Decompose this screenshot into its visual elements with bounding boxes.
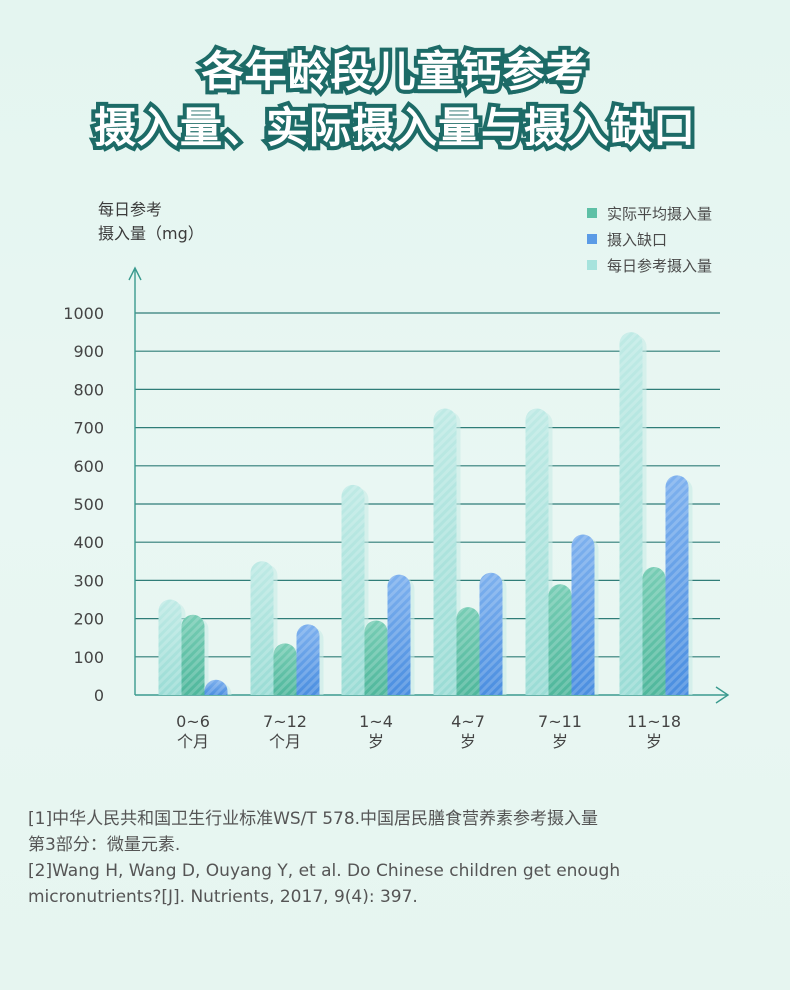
y-tick-label: 900 (73, 342, 104, 361)
y-tick-label: 800 (73, 380, 104, 399)
y-tick-label: 0 (94, 686, 104, 705)
x-tick-label-line1: 1~4 (359, 712, 393, 731)
bar-gap-5-texture (665, 475, 689, 695)
x-axis-arrow (715, 686, 730, 704)
bar-chart: 010020030040050060070080090010000~6个月7~1… (63, 266, 730, 751)
bar-actual-5-texture (642, 567, 666, 695)
legend-swatch-reference (587, 260, 597, 270)
y-axis-label-line2: 摄入量（mg） (98, 224, 204, 243)
bar-actual-2-texture (364, 620, 388, 695)
page-title-line1: 各年龄段儿童钙参考 (197, 43, 591, 100)
legend-label-gap: 摄入缺口 (607, 230, 668, 249)
bar-gap-0-texture (204, 679, 228, 695)
x-tick-label-line1: 4~7 (451, 712, 485, 731)
bar-reference-3-texture (433, 408, 457, 695)
y-tick-label: 400 (73, 533, 104, 552)
y-axis-label-line1: 每日参考 (98, 200, 163, 219)
legend-label-actual: 实际平均摄入量 (607, 204, 713, 223)
bar-actual-3-texture (456, 607, 480, 695)
y-tick-label: 100 (73, 648, 104, 667)
x-tick-label-line2: 岁 (460, 732, 476, 751)
bar-reference-2-texture (341, 484, 365, 695)
bar-gap-4-texture (571, 534, 595, 695)
x-tick-label-line1: 7~11 (538, 712, 582, 731)
bar-reference-4-texture (525, 408, 549, 695)
bar-gap-2-texture (387, 574, 411, 695)
bar-reference-5-texture (619, 332, 643, 695)
chart-legend: 实际平均摄入量 摄入缺口 每日参考摄入量 (585, 200, 712, 278)
y-tick-label: 300 (73, 571, 104, 590)
legend-swatch-gap (587, 234, 597, 244)
bar-actual-0-texture (181, 614, 205, 695)
reference-2-line1: [2]Wang H, Wang D, Ouyang Y, et al. Do C… (28, 861, 621, 881)
reference-2-line2: micronutrients?[J]. Nutrients, 2017, 9(4… (28, 887, 418, 907)
references: [1]中华人民共和国卫生行业标准WS/T 578.中国居民膳食营养素参考摄入量 … (28, 806, 768, 910)
reference-1-line2: 第3部分：微量元素. (28, 835, 181, 855)
bar-gap-1-texture (296, 624, 320, 695)
bar-actual-1-texture (273, 643, 297, 695)
bar-actual-4-texture (548, 584, 572, 695)
bar-reference-1-texture (250, 561, 274, 695)
legend-item-reference: 每日参考摄入量 (585, 252, 712, 278)
x-tick-label-line2: 个月 (177, 732, 209, 751)
y-tick-label: 500 (73, 495, 104, 514)
x-tick-label-line1: 11~18 (627, 712, 681, 731)
bar-gap-3-texture (479, 572, 503, 695)
x-tick-label-line1: 0~6 (176, 712, 210, 731)
y-tick-label: 1000 (63, 304, 104, 323)
y-tick-label: 600 (73, 457, 104, 476)
x-tick-label-line1: 7~12 (263, 712, 307, 731)
x-tick-label-line2: 岁 (368, 732, 384, 751)
page-title-line2: 摄入量、实际摄入量与摄入缺口 (90, 99, 699, 156)
x-tick-label-line2: 岁 (646, 732, 662, 751)
reference-1-line1: [1]中华人民共和国卫生行业标准WS/T 578.中国居民膳食营养素参考摄入量 (28, 809, 599, 829)
legend-item-actual: 实际平均摄入量 (585, 200, 712, 226)
y-tick-label: 700 (73, 419, 104, 438)
legend-label-reference: 每日参考摄入量 (607, 256, 713, 275)
legend-swatch-actual (587, 208, 597, 218)
y-axis-arrow (128, 266, 142, 281)
x-tick-label-line2: 岁 (552, 732, 568, 751)
x-tick-label-line2: 个月 (269, 732, 301, 751)
legend-item-gap: 摄入缺口 (585, 226, 712, 252)
bar-reference-0-texture (158, 599, 182, 695)
y-tick-label: 200 (73, 610, 104, 629)
